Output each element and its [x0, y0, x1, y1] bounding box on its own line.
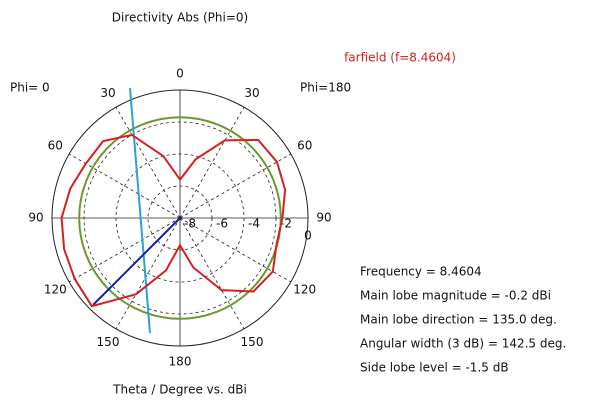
angle-tick-label: 60 [297, 139, 312, 153]
info-line: Main lobe direction = 135.0 deg. [360, 313, 557, 327]
angle-tick-label: 30 [244, 86, 259, 100]
info-line: Side lobe level = -1.5 dB [360, 361, 509, 375]
info-line: Angular width (3 dB) = 142.5 deg. [360, 337, 566, 351]
reference-circle [78, 116, 282, 320]
right-label: Phi=180 [300, 81, 351, 95]
angle-tick-label: 60 [48, 139, 63, 153]
angle-tick-label: 90 [28, 211, 43, 225]
main-lobe-line [92, 217, 181, 306]
angle-tick-label: 120 [44, 283, 67, 297]
r-tick-label: 0 [304, 229, 312, 243]
beam-line [129, 87, 151, 334]
angle-tick-label: 90 [316, 211, 331, 225]
r-tick-label: -2 [280, 217, 292, 231]
r-tick-label: -8 [184, 217, 196, 231]
angle-tick-label: 150 [241, 335, 264, 349]
angle-tick-label: 150 [97, 335, 120, 349]
angle-tick-label: 30 [100, 86, 115, 100]
grid-spoke [179, 106, 245, 219]
x-axis-label: Theta / Degree vs. dBi [112, 383, 247, 397]
info-line: Main lobe magnitude = -0.2 dBi [360, 289, 551, 303]
angle-tick-label: 120 [293, 283, 316, 297]
r-tick-label: -6 [216, 217, 228, 231]
angle-tick-label: 0 [176, 67, 184, 81]
r-tick-label: -4 [248, 217, 260, 231]
chart-subtitle: farfield (f=8.4604) [344, 51, 456, 65]
info-panel: Frequency = 8.4604 Main lobe magnitude =… [360, 265, 566, 375]
angle-tick-label: 180 [169, 355, 192, 369]
chart-title: Directivity Abs (Phi=0) [112, 11, 248, 25]
series-line [60, 133, 287, 308]
grid-spoke [179, 217, 292, 283]
left-label: Phi= 0 [10, 81, 50, 95]
info-line: Frequency = 8.4604 [360, 265, 482, 279]
grid-spoke [115, 106, 181, 219]
